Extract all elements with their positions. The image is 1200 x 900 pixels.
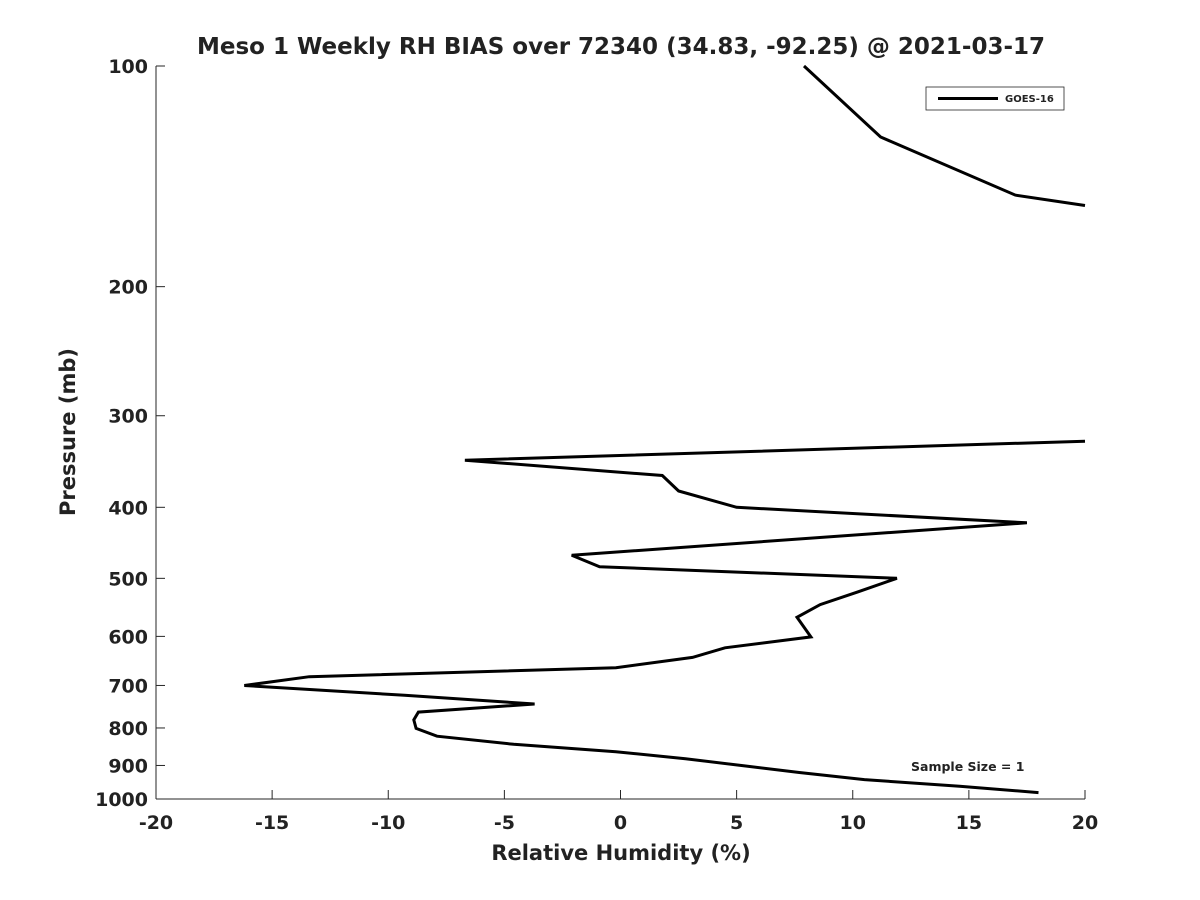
legend: GOES-16 xyxy=(925,86,1065,111)
x-tick-label: -15 xyxy=(255,812,289,834)
y-tick-label: 100 xyxy=(108,56,148,78)
x-tick-label: -5 xyxy=(494,812,515,834)
y-tick-label: 400 xyxy=(108,497,148,519)
sample-size-annotation: Sample Size = 1 xyxy=(911,759,1024,774)
x-axis-ticks: -20 -15 -10 -5 0 5 10 15 20 xyxy=(139,790,1098,834)
y-tick-label: 900 xyxy=(108,755,148,777)
y-axis-ticks: 100 200 300 400 500 600 700 800 900 1000 xyxy=(95,56,165,811)
y-tick-label: 1000 xyxy=(95,789,148,811)
y-tick-label: 500 xyxy=(108,568,148,590)
legend-label-goes-16: GOES-16 xyxy=(1005,94,1054,105)
y-axis-label: Pressure (mb) xyxy=(56,348,80,516)
y-tick-label: 200 xyxy=(108,277,148,299)
x-tick-label: -20 xyxy=(139,812,173,834)
series-layer xyxy=(244,64,1086,795)
series-line-goes-16 xyxy=(244,64,1086,795)
x-tick-label: 0 xyxy=(614,812,627,834)
x-tick-label: 10 xyxy=(840,812,866,834)
chart-title: Meso 1 Weekly RH BIAS over 72340 (34.83,… xyxy=(197,34,1045,60)
y-tick-label: 300 xyxy=(108,406,148,428)
x-axis-label: Relative Humidity (%) xyxy=(491,841,750,865)
y-tick-label: 700 xyxy=(108,675,148,697)
y-tick-label: 600 xyxy=(108,626,148,648)
x-tick-label: 20 xyxy=(1072,812,1098,834)
x-tick-label: 5 xyxy=(730,812,743,834)
y-tick-label: 800 xyxy=(108,718,148,740)
x-tick-label: 15 xyxy=(956,812,982,834)
x-tick-label: -10 xyxy=(371,812,405,834)
